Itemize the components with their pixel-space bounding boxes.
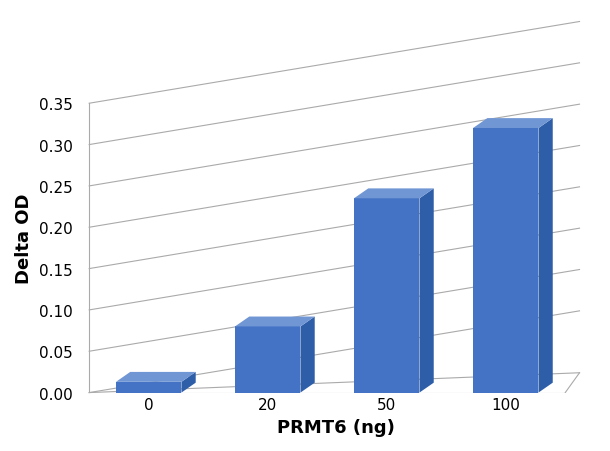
Polygon shape <box>354 189 434 199</box>
Polygon shape <box>235 327 301 393</box>
Polygon shape <box>116 372 196 382</box>
X-axis label: PRMT6 (ng): PRMT6 (ng) <box>277 418 395 436</box>
Y-axis label: Delta OD: Delta OD <box>15 193 33 283</box>
Polygon shape <box>473 119 553 129</box>
Polygon shape <box>473 129 539 393</box>
Polygon shape <box>539 119 553 393</box>
Polygon shape <box>181 372 196 393</box>
Polygon shape <box>420 189 434 393</box>
Polygon shape <box>301 317 315 393</box>
Polygon shape <box>116 382 181 393</box>
Polygon shape <box>354 199 420 393</box>
Polygon shape <box>235 317 315 327</box>
